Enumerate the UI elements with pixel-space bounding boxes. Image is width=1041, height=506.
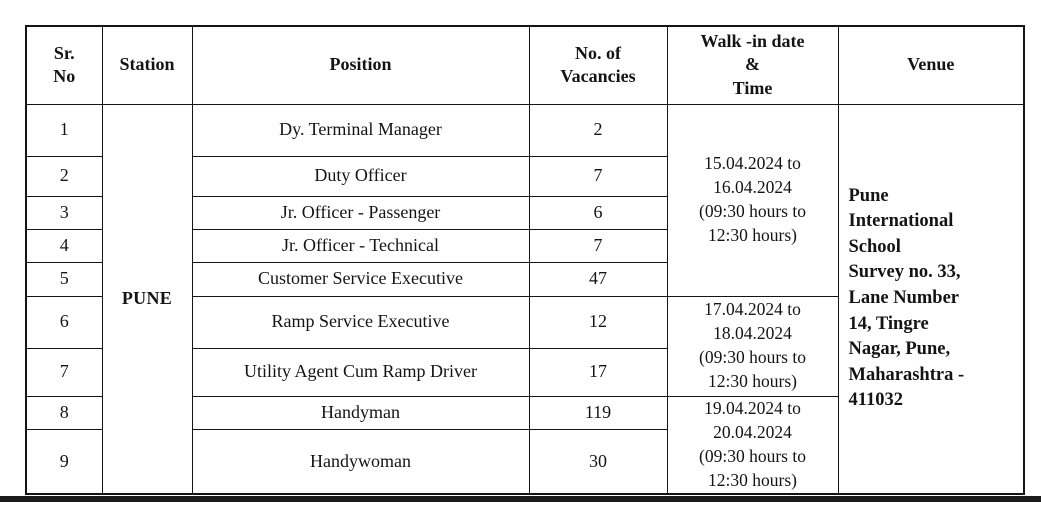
position-cell: Handywoman: [191, 428, 530, 495]
table-row: 1 PUNE Dy. Terminal Manager 2 15.04.2024…: [25, 103, 1025, 495]
sr-no-cell: 4: [25, 228, 103, 263]
vacancies-cell: 47: [528, 261, 668, 297]
table-row: 3 Jr. Officer - Passenger 6: [25, 195, 1024, 230]
vacancies-cell: 7: [528, 155, 668, 197]
position-cell: Ramp Service Executive: [191, 295, 530, 349]
sr-no-cell: 2: [25, 155, 103, 197]
walkin-cell-3: 19.04.2024 to 20.04.2024 (09:30 hours to…: [666, 395, 839, 495]
header-station: Station: [101, 25, 193, 105]
header-row: Sr. No Station Position No. of Vacancies…: [25, 25, 1025, 105]
vacancies-cell: 7: [528, 228, 668, 263]
walkin-cell-1: 15.04.2024 to 16.04.2024 (09:30 hours to…: [666, 103, 839, 297]
header-vacancies: No. of Vacancies: [528, 25, 668, 105]
header-position: Position: [191, 25, 530, 105]
vacancies-cell: 119: [528, 395, 668, 430]
table-row: 4 Jr. Officer - Technical 7: [25, 228, 1024, 263]
table-row: 5 Customer Service Executive 47: [25, 261, 1024, 297]
vacancies-cell: 6: [528, 195, 668, 230]
table-row: 9 Handywoman 30: [25, 428, 1024, 495]
header-walkin: Walk -in date & Time: [666, 25, 839, 105]
sr-no-cell: 6: [25, 295, 103, 349]
vacancies-cell: 2: [528, 103, 668, 157]
sr-no-cell: 8: [25, 395, 103, 430]
sr-no-cell: 3: [25, 195, 103, 230]
vacancies-cell: 12: [528, 295, 668, 349]
position-cell: Handyman: [191, 395, 530, 430]
header-sr-no: Sr. No: [25, 25, 103, 105]
sr-no-cell: 7: [25, 347, 103, 397]
header-venue: Venue: [837, 25, 1025, 105]
position-cell: Dy. Terminal Manager: [191, 103, 530, 157]
sr-no-cell: 5: [25, 261, 103, 297]
sr-no-cell: 1: [25, 103, 103, 157]
vacancies-cell: 30: [528, 428, 668, 495]
sr-no-cell: 9: [25, 428, 103, 495]
table-row: 2 Duty Officer 7: [25, 155, 1024, 197]
bottom-divider: [0, 496, 1041, 502]
table-row: 6 Ramp Service Executive 12 17.04.2024 t…: [25, 295, 1024, 397]
vacancies-cell: 17: [528, 347, 668, 397]
position-cell: Utility Agent Cum Ramp Driver: [191, 347, 530, 397]
station-cell: PUNE: [101, 103, 193, 495]
position-cell: Duty Officer: [191, 155, 530, 197]
position-cell: Jr. Officer - Passenger: [191, 195, 530, 230]
venue-cell: Pune International School Survey no. 33,…: [837, 103, 1025, 495]
table-row: 7 Utility Agent Cum Ramp Driver 17: [25, 347, 1024, 397]
position-cell: Customer Service Executive: [191, 261, 530, 297]
walkin-cell-2: 17.04.2024 to 18.04.2024 (09:30 hours to…: [666, 295, 839, 397]
position-cell: Jr. Officer - Technical: [191, 228, 530, 263]
vacancy-table: Sr. No Station Position No. of Vacancies…: [25, 25, 1025, 495]
